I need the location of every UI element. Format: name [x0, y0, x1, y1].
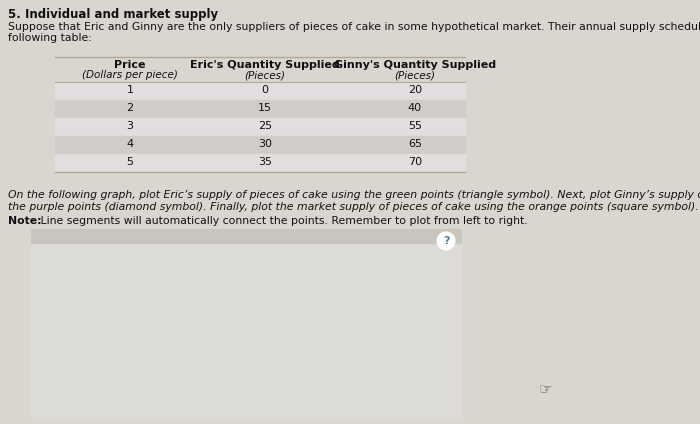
Text: 4: 4	[127, 139, 134, 149]
Text: (Dollars per piece): (Dollars per piece)	[82, 70, 178, 80]
Bar	[55, 82, 465, 100]
Text: 2: 2	[127, 103, 134, 113]
Text: 30: 30	[258, 139, 272, 149]
Text: 5: 5	[127, 157, 134, 167]
Circle shape	[437, 232, 455, 250]
Text: (Pieces): (Pieces)	[244, 70, 286, 80]
Text: ?: ?	[442, 236, 449, 246]
Text: 15: 15	[258, 103, 272, 113]
Bar	[31, 229, 461, 243]
Text: 5. Individual and market supply: 5. Individual and market supply	[8, 8, 218, 21]
Bar	[55, 100, 465, 118]
Text: Price: Price	[114, 60, 146, 70]
Text: ☞: ☞	[538, 382, 552, 398]
Text: Ginny's Quantity Supplied: Ginny's Quantity Supplied	[334, 60, 496, 70]
Bar	[55, 118, 465, 136]
Text: (Pieces): (Pieces)	[395, 70, 435, 80]
Text: Note:: Note:	[8, 216, 41, 226]
Text: 40: 40	[408, 103, 422, 113]
Text: 70: 70	[408, 157, 422, 167]
Text: 25: 25	[258, 121, 272, 131]
Text: the purple points (diamond symbol). Finally, plot the market supply of pieces of: the purple points (diamond symbol). Fina…	[8, 202, 699, 212]
Text: following table:: following table:	[8, 33, 92, 43]
Text: Suppose that Eric and Ginny are the only suppliers of pieces of cake in some hyp: Suppose that Eric and Ginny are the only…	[8, 22, 700, 32]
Bar	[55, 154, 465, 172]
Bar	[55, 136, 465, 154]
Text: Eric's Quantity Supplied: Eric's Quantity Supplied	[190, 60, 340, 70]
Text: 35: 35	[258, 157, 272, 167]
Text: Line segments will automatically connect the points. Remember to plot from left : Line segments will automatically connect…	[37, 216, 528, 226]
Text: 65: 65	[408, 139, 422, 149]
Text: 3: 3	[127, 121, 134, 131]
Bar	[30, 228, 462, 418]
Text: On the following graph, plot Eric’s supply of pieces of cake using the green poi: On the following graph, plot Eric’s supp…	[8, 190, 700, 200]
Text: 1: 1	[127, 85, 134, 95]
Text: 20: 20	[408, 85, 422, 95]
Text: 55: 55	[408, 121, 422, 131]
Text: 0: 0	[262, 85, 269, 95]
